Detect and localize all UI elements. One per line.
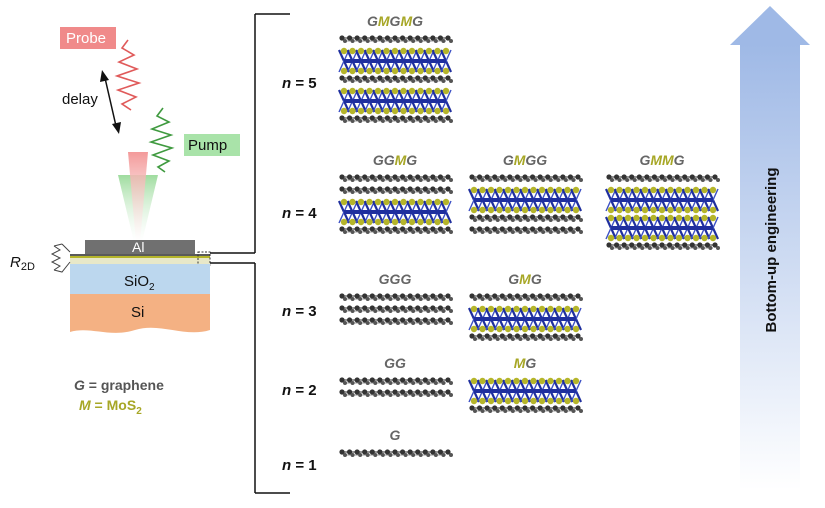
pump-label: Pump (188, 137, 227, 154)
delay-arrow-head-top (100, 70, 109, 82)
stack-label: GG (384, 355, 406, 371)
row-n-symbol: n (282, 75, 291, 92)
stack-label: GMG (508, 271, 542, 287)
stack-g: G (339, 427, 453, 457)
stack-gmgg: GMGG (467, 152, 583, 234)
stack-label-letter: M (650, 152, 662, 168)
pump-label-box (184, 134, 240, 156)
delay-label: delay (62, 91, 98, 108)
stack-label: GMMG (639, 152, 684, 168)
delay-arrow (104, 77, 117, 127)
bottom-up-arrow: Bottom-up engineering (730, 6, 810, 490)
stack-label-letter: M (378, 13, 390, 29)
stack-label: MG (514, 355, 537, 371)
row-n-value: = 3 (291, 303, 316, 320)
stack-label-letter: G (390, 13, 401, 29)
stack-gmmg: GMMG (604, 152, 720, 250)
stack-label: GMGG (503, 152, 547, 168)
stack-label-letter: G (639, 152, 650, 168)
setup-panel: Probe delay Pump Al SiO2 Si (10, 27, 240, 417)
row-n-value: = 1 (291, 457, 316, 474)
sio2-layer (70, 264, 210, 294)
stack-label-letter: G (367, 13, 378, 29)
probe-beam (128, 152, 148, 242)
row-n-label: n = 3 (282, 303, 317, 320)
probe-label-box (60, 27, 116, 49)
row-n-symbol: n (282, 457, 291, 474)
stack-label-letter: G (395, 355, 406, 371)
stack-gmg: GMG (467, 271, 583, 341)
stack-label-letter: G (503, 152, 514, 168)
stack-label: GGG (379, 271, 412, 287)
stack-label-letter: M (514, 152, 526, 168)
legend-graphene: G = graphene (74, 377, 164, 393)
stack-label-letter: G (373, 152, 384, 168)
si-layer (70, 294, 210, 333)
stack-label: GGMG (373, 152, 417, 168)
stack-label-letter: G (412, 13, 423, 29)
stack-label-letter: G (525, 355, 536, 371)
stack-label-letter: M (395, 152, 407, 168)
stack-label-letter: G (525, 152, 536, 168)
stack-label-letter: G (536, 152, 547, 168)
delay-arrow-head-bottom (112, 122, 121, 134)
legend-mos2: M = MoS2 (79, 397, 142, 417)
bottom-up-label: Bottom-up engineering (763, 168, 780, 333)
stack-label-letter: M (400, 13, 412, 29)
film-2d-base (70, 258, 210, 264)
al-label: Al (132, 239, 144, 255)
row-n-value: = 2 (291, 382, 316, 399)
stack-mg: MG (467, 355, 583, 413)
si-label: Si (131, 304, 144, 321)
stack-label-letter: G (390, 271, 401, 287)
stack-gmgmg: GMGMG (337, 13, 453, 123)
probe-pulse (114, 39, 142, 111)
r2d-label: R2D (10, 254, 35, 273)
stack-label-letter: M (514, 355, 526, 371)
stack-label-letter: M (662, 152, 674, 168)
stack-label-letter: G (384, 355, 395, 371)
stack-label-letter: G (384, 152, 395, 168)
stack-label-letter: M (519, 271, 531, 287)
row-n-label: n = 1 (282, 457, 317, 474)
row-n-label: n = 5 (282, 75, 317, 92)
stack-label-letter: G (379, 271, 390, 287)
row-n-symbol: n (282, 205, 291, 222)
stack-label-letter: G (508, 271, 519, 287)
zoom-box (197, 251, 211, 266)
stack-ggg: GGG (339, 271, 453, 325)
stack-gg: GG (339, 355, 453, 397)
probe-label: Probe (66, 30, 106, 47)
film-2d-highlight (70, 256, 210, 258)
film-2d (70, 254, 210, 256)
stack-label: GMGMG (367, 13, 423, 29)
stack-ggmg: GGMG (337, 152, 453, 234)
stack-label-letter: G (400, 271, 411, 287)
row-n-symbol: n (282, 303, 291, 320)
row-n-label: n = 2 (282, 382, 317, 399)
row-n-value: = 4 (291, 205, 317, 222)
stack-label-letter: G (406, 152, 417, 168)
row-n-label: n = 4 (282, 205, 317, 222)
al-pad (85, 240, 195, 254)
zoom-bracket (210, 13, 290, 494)
stack-label-letter: G (674, 152, 685, 168)
row-n-value: = 5 (291, 75, 316, 92)
sio2-label: SiO2 (124, 273, 155, 293)
stack-label: G (390, 427, 401, 443)
row-n-symbol: n (282, 382, 291, 399)
stack-label-letter: G (390, 427, 401, 443)
stack-label-letter: G (531, 271, 542, 287)
resistor-symbol (50, 243, 71, 273)
pump-pulse (148, 107, 175, 173)
